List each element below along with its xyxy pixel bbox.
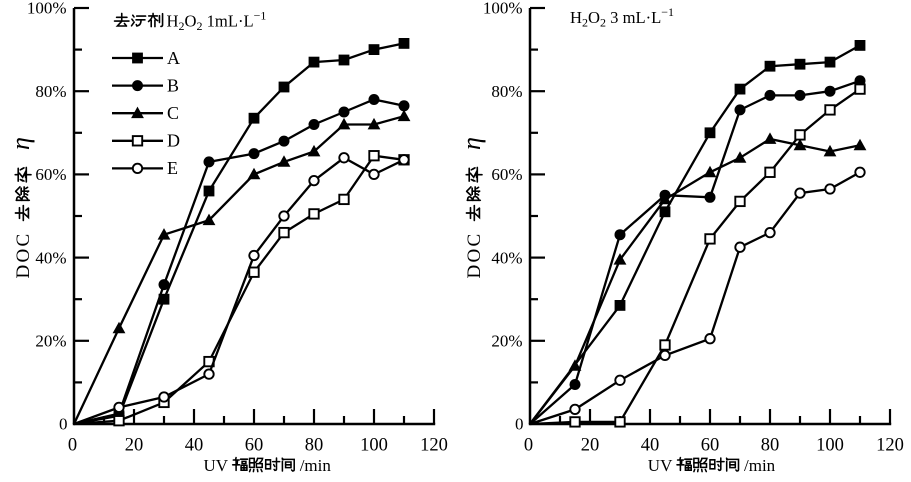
svg-text:η: η bbox=[457, 137, 486, 150]
svg-text:80%: 80% bbox=[35, 82, 66, 101]
svg-text:0: 0 bbox=[524, 436, 533, 456]
svg-text:DOC: DOC bbox=[13, 231, 34, 278]
svg-text:120: 120 bbox=[420, 436, 448, 456]
svg-text:80%: 80% bbox=[491, 82, 522, 101]
svg-text:40%: 40% bbox=[35, 248, 66, 267]
svg-text:0: 0 bbox=[515, 415, 524, 434]
svg-text:100: 100 bbox=[360, 436, 388, 456]
svg-text:60%: 60% bbox=[35, 165, 66, 184]
svg-text:20: 20 bbox=[125, 436, 144, 456]
svg-text:A: A bbox=[167, 48, 180, 68]
svg-text:D: D bbox=[167, 131, 180, 151]
svg-text:60: 60 bbox=[701, 436, 720, 456]
svg-text:100%: 100% bbox=[483, 0, 523, 18]
svg-text:0: 0 bbox=[68, 436, 77, 456]
svg-text:100%: 100% bbox=[27, 0, 67, 18]
svg-text:/min: /min bbox=[300, 456, 332, 475]
svg-text:60%: 60% bbox=[491, 165, 522, 184]
svg-text:40: 40 bbox=[185, 436, 204, 456]
svg-text:E: E bbox=[167, 158, 178, 178]
svg-text:UV: UV bbox=[204, 456, 229, 475]
svg-text:80: 80 bbox=[305, 436, 324, 456]
svg-text:20%: 20% bbox=[491, 332, 522, 351]
svg-text:UV: UV bbox=[648, 456, 673, 475]
svg-text:60: 60 bbox=[245, 436, 264, 456]
svg-text:40: 40 bbox=[641, 436, 660, 456]
svg-text:H2O2 3 mL·L−1: H2O2 3 mL·L−1 bbox=[570, 5, 674, 30]
svg-text:40%: 40% bbox=[491, 248, 522, 267]
svg-text:DOC: DOC bbox=[464, 231, 485, 278]
svg-text:C: C bbox=[167, 103, 179, 123]
svg-text:0: 0 bbox=[59, 415, 68, 434]
svg-text:120: 120 bbox=[876, 436, 904, 456]
svg-text:100: 100 bbox=[816, 436, 844, 456]
svg-text:B: B bbox=[167, 75, 179, 95]
svg-text:/min: /min bbox=[744, 456, 776, 475]
svg-text:η: η bbox=[6, 137, 35, 150]
svg-text:20: 20 bbox=[581, 436, 600, 456]
svg-text:80: 80 bbox=[761, 436, 780, 456]
svg-text:20%: 20% bbox=[35, 332, 66, 351]
